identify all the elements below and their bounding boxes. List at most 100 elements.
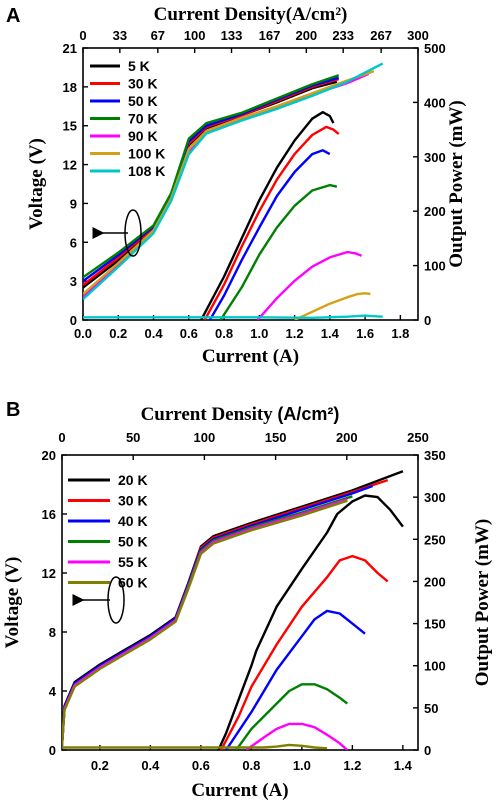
x-tick-label: 1.2	[286, 326, 304, 341]
y2-tick-label: 50	[424, 701, 438, 716]
x-tick-label: 0.4	[144, 326, 163, 341]
panel-B: B0.2 0.4 0.6 0.8 1.0 1.2 1.40 50 100 150 200 250048…	[2, 399, 493, 801]
plot-frame	[61, 454, 419, 751]
voltage-line-70K	[83, 74, 340, 279]
legend-label: 5 K	[128, 58, 150, 74]
power-line-50K	[235, 683, 349, 750]
x2-tick-label: 100	[194, 430, 216, 445]
y2-tick-label: 150	[424, 617, 446, 632]
y2-axis-title: Output Power (mW)	[446, 100, 467, 267]
y-tick-label: 0	[70, 313, 77, 328]
voltage-line-40K	[62, 484, 374, 746]
x2-tick-label: 200	[336, 430, 358, 445]
y2-tick-label: 300	[424, 150, 446, 165]
legend-label: 108 K	[128, 163, 165, 179]
legend-label: 20 K	[118, 472, 148, 488]
x2-tick-label: 200	[295, 28, 317, 43]
x-tick-label: 0.6	[180, 326, 198, 341]
y-tick-label: 12	[63, 158, 77, 173]
legend-label: 90 K	[128, 128, 158, 144]
y-tick-label: 20	[42, 448, 56, 463]
x-tick-label: 0.0	[74, 326, 92, 341]
y-axis-title: Voltage (V)	[2, 557, 23, 649]
x2-axis-title: Current Density (A/cm²)	[141, 404, 340, 425]
y-tick-label: 9	[70, 196, 77, 211]
y2-tick-label: 400	[424, 95, 446, 110]
x2-tick-label: 133	[221, 28, 243, 43]
x-tick-label: 0.8	[242, 758, 260, 773]
x-tick-label: 0.6	[192, 758, 210, 773]
x-tick-label: 0.2	[91, 758, 109, 773]
power-line-30K	[220, 554, 389, 750]
power-line-30K	[203, 125, 340, 320]
x-tick-label: 1.4	[321, 326, 340, 341]
power-line-90K	[256, 250, 363, 320]
y-tick-label: 12	[42, 566, 56, 581]
panel-label: A	[6, 5, 20, 27]
legend-label: 60 K	[118, 575, 148, 591]
legend-label: 50 K	[118, 534, 148, 550]
y2-tick-label: 500	[424, 41, 446, 56]
power-line-70K	[219, 183, 338, 320]
y-tick-label: 15	[63, 119, 77, 134]
x-tick-label: 0.2	[109, 326, 127, 341]
x2-tick-label: 250	[407, 430, 429, 445]
x2-axis-title: Current Density(A/cm²)	[154, 4, 348, 25]
legend-label: 70 K	[128, 111, 158, 127]
x2-tick-label: 167	[259, 28, 281, 43]
panel-A: A 0.0 0.2 0.4 0.6 0.8 1.0 1.2 1.4 1.6 1.8 0 33 67 100 1…	[6, 4, 467, 367]
x-axis-title: Current (A)	[191, 780, 288, 801]
y2-tick-label: 0	[424, 743, 431, 758]
x-tick-label: 0.8	[215, 326, 233, 341]
voltage-line-50K	[83, 76, 340, 283]
legend: 20 K 30 K 40 K 50 K 55 K 60 K	[68, 472, 148, 591]
x-tick-label: 0.4	[141, 758, 160, 773]
x2-tick-label: 50	[126, 430, 140, 445]
voltage-line-100K	[83, 70, 375, 296]
legend-label: 30 K	[118, 493, 148, 509]
y2-tick-label: 100	[424, 659, 446, 674]
legend-label: 100 K	[128, 146, 165, 162]
power-line-100K	[294, 292, 371, 320]
y2-tick-label: 200	[424, 574, 446, 589]
y-tick-label: 16	[42, 507, 56, 522]
voltage-line-50K	[62, 495, 353, 746]
x2-tick-label: 233	[332, 28, 354, 43]
plot-frame	[82, 47, 419, 321]
x-tick-label: 1.0	[293, 758, 311, 773]
power-line-108K	[83, 314, 383, 319]
x2-axis-title-main: Current Density	[141, 404, 278, 425]
voltage-line-30K	[83, 77, 340, 286]
x2-tick-label: 300	[407, 28, 429, 43]
x-tick-label: 1.8	[391, 326, 409, 341]
x2-axis-title-unit: (A/cm²)	[277, 404, 339, 424]
x-tick-label: 1.2	[343, 758, 361, 773]
x-axis-title: Current (A)	[202, 346, 299, 367]
y-tick-label: 0	[49, 743, 56, 758]
y-axis-title: Voltage (V)	[26, 138, 47, 230]
legend-label: 55 K	[118, 554, 148, 570]
y2-tick-label: 250	[424, 532, 446, 547]
panel-label: B	[6, 399, 20, 421]
y2-tick-label: 300	[424, 490, 446, 505]
curves	[83, 62, 384, 320]
voltage-line-108K	[83, 62, 384, 301]
x-tick-label: 1.0	[250, 326, 268, 341]
power-line-60K	[62, 743, 328, 750]
voltage-line-55K	[62, 498, 348, 746]
y-tick-label: 8	[49, 625, 56, 640]
legend-label: 30 K	[128, 76, 158, 92]
power-line-5K	[200, 110, 335, 320]
y-tick-label: 6	[70, 235, 77, 250]
curves	[62, 470, 404, 750]
y2-tick-label: 350	[424, 448, 446, 463]
y-tick-label: 21	[63, 41, 77, 56]
x2-tick-label: 0	[58, 430, 65, 445]
x2-tick-label: 0	[79, 28, 86, 43]
y2-tick-label: 200	[424, 204, 446, 219]
voltage-line-20K	[62, 470, 404, 746]
legend-label: 50 K	[128, 93, 158, 109]
x-tick-label: 1.4	[394, 758, 413, 773]
